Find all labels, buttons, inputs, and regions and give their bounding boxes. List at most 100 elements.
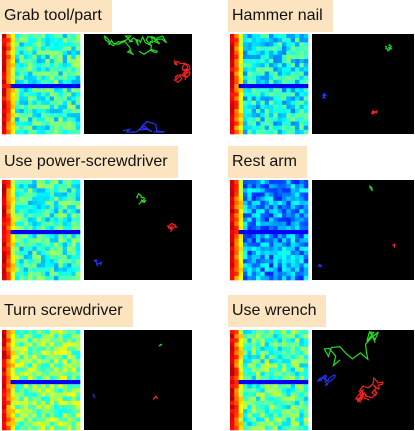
heatmap-cell — [286, 209, 291, 214]
heatmap-cell — [28, 71, 33, 76]
heatmap-cell — [19, 79, 24, 85]
heatmap-cell — [286, 184, 291, 189]
heatmap-cell — [269, 267, 274, 272]
heatmap-cell — [286, 359, 291, 364]
trajectory — [384, 43, 393, 52]
heatmap-cell — [230, 200, 235, 206]
heatmap-cell — [2, 342, 7, 347]
heatmap-cell — [277, 38, 283, 43]
heatmap-cell — [71, 230, 76, 235]
heatmap-cell — [49, 180, 55, 185]
heatmap-cell — [10, 400, 16, 406]
heatmap-cell — [247, 259, 252, 264]
heatmap-cell — [23, 355, 29, 360]
heatmap-cell — [260, 271, 265, 277]
heatmap-cell — [286, 59, 291, 64]
heatmap-cell — [2, 213, 7, 218]
heatmap-cell — [45, 104, 50, 110]
heatmap-cell — [32, 371, 37, 377]
heatmap-cell — [45, 96, 50, 101]
heatmap-cell — [290, 400, 296, 406]
heatmap-cell — [32, 255, 37, 260]
heatmap-cell — [303, 271, 309, 277]
heatmap-cell — [264, 367, 270, 372]
heatmap-cell — [2, 242, 7, 247]
heatmap-cell — [238, 263, 244, 268]
heatmap-cell — [277, 129, 283, 135]
heatmap-cell — [290, 192, 296, 197]
heatmap-cell — [299, 46, 304, 51]
heatmap-cell — [256, 342, 261, 347]
heatmap-cell — [230, 242, 235, 247]
heatmap-cell — [264, 104, 270, 110]
heatmap-cell — [277, 405, 283, 410]
heatmap-cell — [28, 421, 33, 427]
heatmap-cell — [71, 38, 76, 43]
heatmap-cell — [58, 225, 63, 231]
heatmap-cell — [71, 371, 76, 377]
heatmap-cell — [273, 263, 278, 268]
panel-label: Turn screwdriver — [0, 295, 133, 327]
heatmap-cell — [247, 367, 252, 372]
heatmap-cell — [54, 67, 59, 72]
heatmap-cell — [247, 79, 252, 85]
heatmap-cell — [67, 425, 72, 431]
heatmap-cell — [45, 113, 50, 118]
heatmap-cell — [247, 200, 252, 206]
heatmap-cell — [36, 92, 42, 97]
heatmap-cell — [75, 330, 81, 335]
heatmap-cell — [6, 425, 11, 431]
heatmap-cell — [71, 267, 76, 272]
heatmap-cell — [54, 350, 59, 356]
heatmap-cell — [54, 196, 59, 202]
heatmap-cell — [75, 46, 81, 51]
heatmap-cell — [273, 417, 278, 422]
heatmap-cell — [282, 209, 287, 214]
heatmap-cell — [32, 275, 37, 281]
heatmap-cell — [36, 246, 42, 252]
heatmap-cell — [15, 109, 20, 114]
heatmap-cell — [299, 367, 304, 372]
heatmap-cell — [19, 63, 24, 68]
heatmap-cell — [32, 359, 37, 364]
heatmap-cell — [41, 250, 46, 256]
heatmap-cell — [299, 417, 304, 422]
heatmap-cell — [269, 271, 274, 277]
heatmap-cell — [49, 275, 55, 281]
heatmap-cell — [260, 355, 265, 360]
heatmap-cell — [71, 342, 76, 347]
heatmap-cell — [67, 63, 72, 68]
heatmap-cell — [264, 380, 270, 385]
heatmap-cell — [234, 238, 239, 243]
heatmap-cell — [264, 392, 270, 397]
heatmap-cell — [230, 400, 235, 406]
heatmap-cell — [49, 334, 55, 339]
heatmap-cell — [62, 234, 68, 239]
heatmap-cell — [19, 50, 24, 56]
heatmap-cell — [256, 196, 261, 202]
heatmap-cell — [19, 330, 24, 335]
heatmap-cell — [256, 129, 261, 135]
heatmap-cell — [62, 338, 68, 343]
heatmap-cell — [273, 388, 278, 393]
heatmap-cell — [282, 180, 287, 185]
heatmap — [2, 34, 81, 135]
heatmap-cell — [71, 388, 76, 393]
heatmap-cell — [269, 380, 274, 385]
heatmap-cell — [49, 388, 55, 393]
heatmap-cell — [67, 271, 72, 277]
heatmap-cell — [62, 263, 68, 268]
heatmap-cell — [15, 117, 20, 122]
heatmap-cell — [238, 88, 244, 93]
heatmap-cell — [67, 42, 72, 47]
heatmap-cell — [299, 84, 304, 89]
heatmap-cell — [54, 334, 59, 339]
heatmap-cell — [303, 242, 309, 247]
heatmap-cell — [299, 421, 304, 427]
heatmap-cell — [277, 363, 283, 368]
heatmap-cell — [299, 384, 304, 389]
heatmap-cell — [282, 400, 287, 406]
heatmap-cell — [273, 421, 278, 427]
heatmap-cell — [299, 50, 304, 56]
heatmap-cell — [295, 180, 300, 185]
